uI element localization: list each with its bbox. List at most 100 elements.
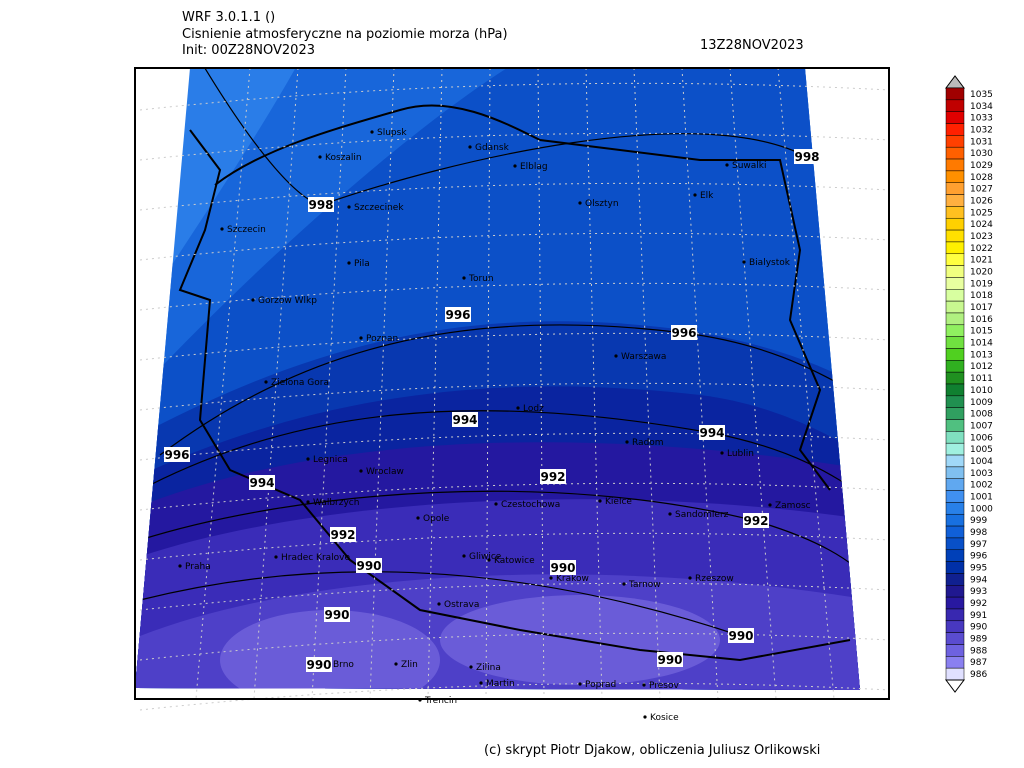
colorbar-label: 1012 [970,362,993,372]
isobar-label: 990 [324,608,349,622]
colorbar-swatch [945,182,965,195]
graticule [139,67,890,711]
colorbar-label: 1035 [970,90,993,100]
city-label: Poznan [366,334,398,344]
colorbar-swatch [945,407,965,420]
colorbar-label: 1021 [970,256,993,266]
city-dot [725,163,729,167]
isobar-labels: 998 998 996 996 996 994 994 994 992 992 992 990 990 9… [164,149,820,672]
parallel [139,332,890,361]
parallel [139,532,890,561]
cities: Slupsk Koszalin Gdansk Elblag Suwalki Szczeci… [178,128,811,723]
city-label: Zamosc [775,501,811,511]
colorbar-swatch [945,99,965,112]
colorbar-swatch [945,466,965,479]
colorbar-swatch [945,87,965,101]
isobar-label-box [445,307,471,322]
colorbar-swatch [945,608,965,622]
city-label: Pila [354,259,370,269]
city-label: Lodz [523,404,544,414]
colorbar-swatch [945,123,965,136]
city-dot [768,503,772,507]
colorbar-swatch [945,383,965,397]
city-dot [347,261,351,265]
isobar-label-box [743,513,769,528]
colorbar-swatch [945,667,965,681]
colorbar-label: 1010 [970,386,993,396]
city-dot [394,662,398,666]
colorbar-swatch [945,300,965,314]
colorbar-swatch [945,371,965,385]
colorbar-label: 1027 [970,185,993,195]
city-label: Czestochowa [501,500,560,510]
city-label: Gorzow Wlkp [258,296,317,306]
colorbar-swatch [945,490,965,503]
parallel [139,432,890,461]
city-dot [359,469,363,473]
colorbar-label: 1030 [970,149,993,159]
isobar-label: 992 [743,514,768,528]
colorbar-label: 987 [970,658,987,668]
isobar-label: 990 [657,653,682,667]
colorbar-swatch [945,348,965,361]
colorbar-label: 1019 [970,279,993,289]
colorbar-swatch [945,537,965,551]
city-dot [516,406,520,410]
city-label: Ostrava [444,600,479,610]
isobar-label-box [728,628,754,643]
colorbar-label: 1022 [970,244,993,254]
colorbar-label: 993 [970,587,987,597]
isobar-label: 992 [540,470,565,484]
city-label: Martin [486,679,515,689]
colorbar-swatch [945,596,965,610]
city-label: Suwalki [732,161,767,171]
colorbar-label: 1014 [970,339,993,349]
colorbar-label: 995 [970,564,987,574]
colorbar-label: 988 [970,646,987,656]
parallel [139,632,890,661]
colorbar-arrow-top [945,75,965,89]
colorbar-label: 1028 [970,173,993,183]
city-dot [487,558,491,562]
colorbar-label: 1001 [970,492,993,502]
colorbar-label: 1003 [970,469,993,479]
isobar-label-box [308,197,334,212]
colorbar-label: 1029 [970,161,993,171]
colorbar-swatch [945,656,965,669]
city-dot [578,682,582,686]
city-label: Koszalin [325,153,362,163]
city-dot [598,499,602,503]
parallel [139,182,890,211]
city-label: Elk [700,191,714,201]
colorbar-swatch [945,312,965,326]
colorbar-swatch [945,170,965,183]
city-label: Gdansk [475,143,510,153]
city-dot [479,681,483,685]
city-dot [418,698,422,702]
city-label: Tarnow [628,580,661,590]
isobar-label: 990 [306,658,331,672]
city-label: Zielona Gora [271,378,329,388]
isobar-label-box [550,560,576,575]
parallel [139,82,890,111]
colorbar-swatch [945,324,965,337]
colorbar-label: 999 [970,516,987,526]
colorbar-label: 1034 [970,102,993,112]
isobar-label-box [540,469,566,484]
city-dot [416,516,420,520]
city-dot [274,555,278,559]
city-dot [306,500,310,504]
city-label: Sandomierz [675,510,729,520]
valid-time: 13Z28NOV2023 [700,38,804,53]
city-dot [614,354,618,358]
colorbar-label: 1000 [970,504,993,514]
isobar-label: 996 [671,326,696,340]
colorbar-swatch [945,194,965,207]
city-dot [306,457,310,461]
model: WRF 3.0.1.1 () [182,10,275,25]
city-label: Radom [632,438,664,448]
city-dot [720,451,724,455]
city-dot [370,130,374,134]
city-label: Poprad [585,680,616,690]
